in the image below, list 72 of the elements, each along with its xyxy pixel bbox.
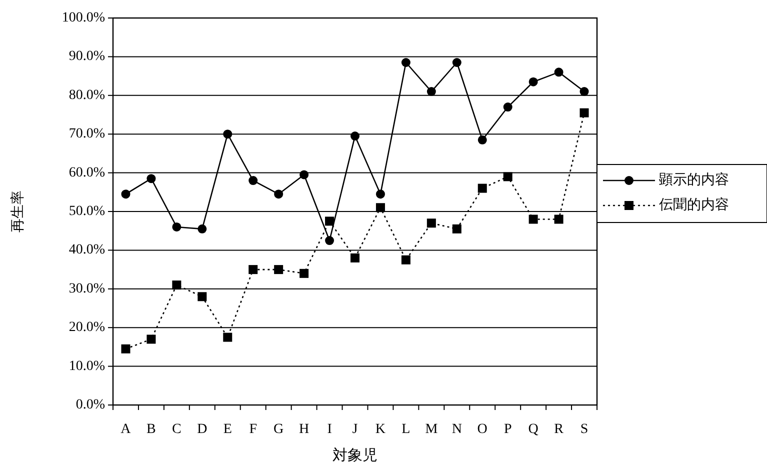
x-axis-title: 対象児 bbox=[332, 447, 378, 464]
x-tick-label: N bbox=[452, 422, 462, 437]
point bbox=[376, 190, 385, 199]
legend-label: 伝聞的内容 bbox=[659, 197, 729, 213]
x-tick-label: I bbox=[327, 422, 332, 437]
y-tick-label: 20.0% bbox=[68, 320, 106, 336]
point bbox=[503, 172, 512, 182]
x-tick-label: B bbox=[146, 422, 156, 437]
y-tick-label: 50.0% bbox=[68, 204, 106, 219]
point bbox=[248, 265, 258, 274]
point bbox=[528, 77, 538, 86]
point bbox=[121, 344, 130, 354]
point bbox=[350, 253, 360, 262]
point bbox=[401, 255, 410, 264]
x-tick-label: C bbox=[172, 422, 182, 437]
y-tick-label: 0.0% bbox=[76, 398, 106, 412]
point bbox=[121, 190, 130, 199]
x-tick-label: O bbox=[477, 422, 488, 437]
x-tick-label: G bbox=[274, 422, 284, 437]
point bbox=[146, 174, 156, 184]
point bbox=[325, 216, 334, 226]
y-tick-label: 30.0% bbox=[68, 281, 106, 296]
point bbox=[223, 130, 232, 139]
point bbox=[325, 236, 334, 246]
point bbox=[401, 58, 410, 68]
point bbox=[554, 68, 564, 77]
point bbox=[580, 108, 589, 118]
point bbox=[146, 334, 156, 344]
point bbox=[350, 132, 360, 141]
y-tick-label: 100.0% bbox=[62, 10, 106, 26]
point bbox=[274, 265, 284, 274]
point bbox=[452, 224, 462, 234]
y-tick-label: 70.0% bbox=[68, 126, 106, 142]
point bbox=[426, 218, 436, 228]
y-tick-label: 60.0% bbox=[68, 165, 106, 180]
point bbox=[300, 268, 309, 278]
x-tick-label: L bbox=[402, 422, 410, 437]
point bbox=[198, 292, 207, 302]
point bbox=[426, 87, 436, 96]
x-tick-label: E bbox=[223, 422, 232, 437]
point bbox=[528, 214, 538, 224]
x-tick-label: P bbox=[504, 422, 512, 437]
x-tick-label: J bbox=[352, 422, 358, 437]
x-tick-label: S bbox=[580, 422, 588, 437]
x-tick-label: K bbox=[375, 422, 386, 437]
y-tick-label: 90.0% bbox=[68, 49, 106, 64]
x-tick-label: Q bbox=[528, 422, 538, 437]
point bbox=[376, 203, 385, 212]
point bbox=[452, 58, 462, 68]
point bbox=[478, 135, 487, 144]
point bbox=[300, 170, 309, 180]
x-tick-label: R bbox=[554, 422, 564, 437]
x-tick-label: A bbox=[120, 422, 132, 437]
y-axis-title: 再生率 bbox=[10, 190, 26, 232]
point bbox=[172, 222, 182, 232]
point bbox=[554, 214, 564, 224]
point bbox=[580, 87, 589, 96]
point bbox=[248, 176, 258, 186]
point bbox=[503, 102, 512, 112]
x-tick-label: M bbox=[425, 422, 438, 437]
y-tick-label: 40.0% bbox=[68, 242, 106, 258]
point bbox=[198, 224, 207, 234]
point bbox=[274, 190, 284, 199]
legend-label: 顕示的内容 bbox=[658, 172, 729, 188]
x-tick-label: H bbox=[298, 422, 310, 437]
y-tick-label: 80.0% bbox=[68, 88, 106, 103]
point bbox=[172, 280, 182, 290]
point bbox=[223, 332, 232, 342]
point bbox=[478, 184, 487, 193]
x-tick-label: D bbox=[197, 422, 208, 437]
x-tick-label: F bbox=[249, 422, 258, 437]
y-tick-label: 10.0% bbox=[68, 358, 106, 374]
